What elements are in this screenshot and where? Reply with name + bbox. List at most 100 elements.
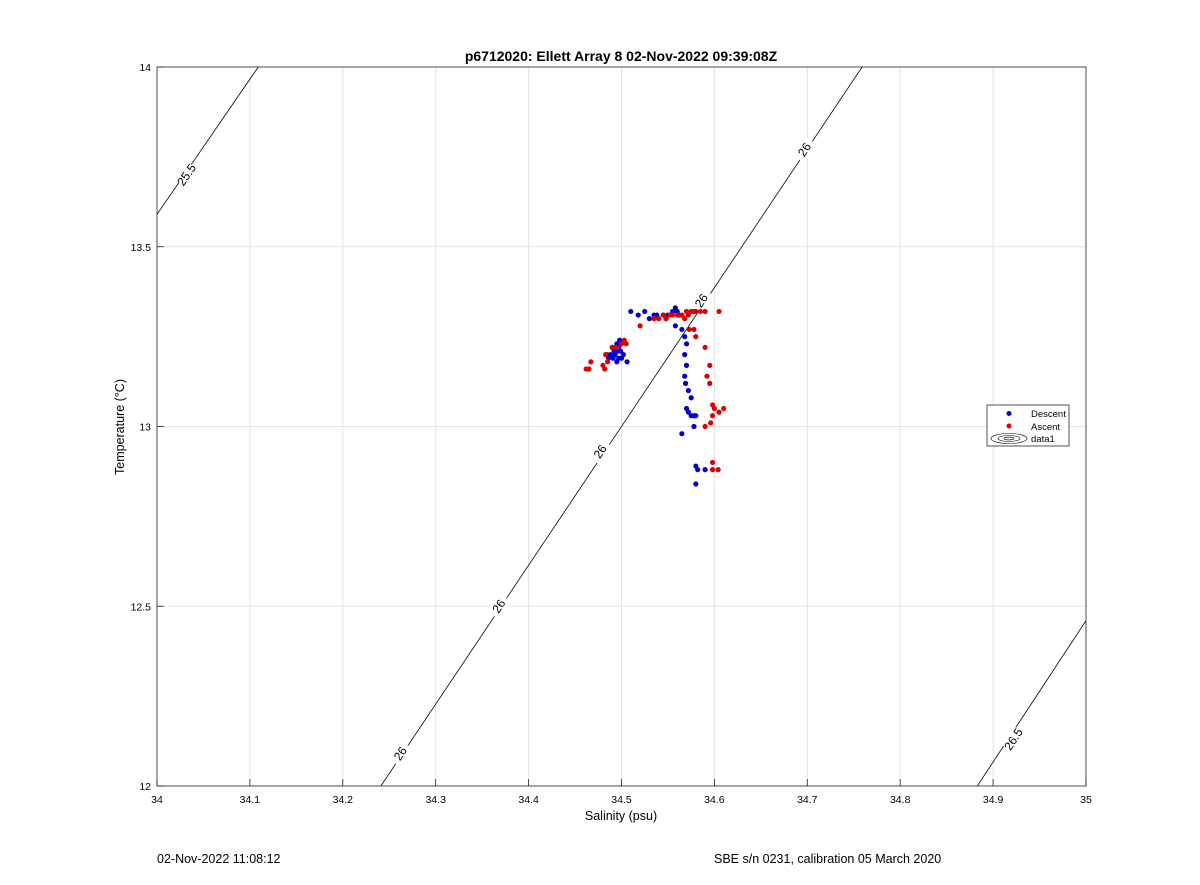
legend-label-data1: data1 (1031, 434, 1055, 445)
ascent-point (709, 467, 716, 473)
x-tick-label: 34.4 (518, 794, 539, 806)
descent-point (620, 352, 626, 358)
legend-marker-descent (1006, 411, 1012, 416)
ascent-point (623, 341, 629, 347)
contour-line (380, 67, 863, 786)
descent-point (695, 467, 701, 473)
ascent-point (682, 316, 688, 322)
x-tick-label: 34.7 (797, 794, 818, 806)
ascent-point (707, 362, 713, 368)
x-tick-label: 34 (151, 794, 163, 806)
descent-point (635, 312, 641, 318)
descent-point (683, 380, 689, 386)
descent-point (628, 308, 634, 315)
descent-point (624, 359, 630, 365)
ascent-point (679, 312, 685, 318)
ascent-point (716, 409, 722, 415)
descent-point (685, 387, 691, 394)
descent-point (682, 334, 688, 340)
legend-label-descent: Descent (1031, 409, 1066, 420)
legend: Descent Ascent data1 (986, 404, 1070, 447)
contour-line (157, 67, 259, 215)
descent-point (688, 395, 694, 401)
descent-point (672, 323, 678, 329)
ascent-point (693, 334, 699, 340)
ascent-point (674, 312, 680, 318)
descent-point (679, 326, 685, 333)
legend-marker-ascent (1006, 423, 1012, 429)
footer-timestamp: 02-Nov-2022 11:08:12 (157, 852, 281, 866)
ascent-point (588, 359, 594, 365)
ascent-point (709, 459, 716, 466)
ascent-point (685, 312, 691, 318)
ascent-point (702, 308, 708, 315)
x-tick-label: 34.9 (983, 794, 1004, 806)
x-tick-label: 34.3 (425, 794, 446, 806)
ascent-point (711, 405, 718, 412)
ascent-point (704, 373, 710, 379)
ascent-point (697, 308, 704, 315)
legend-box (986, 404, 1070, 447)
descent-point (685, 409, 691, 415)
descent-point (669, 308, 676, 315)
ascent-point (656, 316, 662, 322)
x-tick-label: 34.1 (240, 794, 261, 806)
ascent-point (604, 359, 611, 365)
ascent-point (716, 308, 722, 315)
x-tick-label: 34.5 (611, 794, 632, 806)
ascent-point (721, 405, 727, 412)
x-tick-label: 34.8 (890, 794, 911, 806)
ascent-point (708, 420, 714, 426)
ascent-point (707, 380, 713, 386)
descent-point (679, 431, 685, 437)
ascent-point (669, 312, 676, 318)
descent-point (646, 316, 652, 322)
ascent-point (686, 326, 692, 333)
legend-contour-icon (990, 433, 1028, 444)
contour-label-bg (388, 740, 413, 767)
descent-point (693, 481, 699, 487)
ascent-point (691, 326, 697, 333)
ascent-point (715, 467, 721, 473)
descent-point (683, 362, 690, 368)
ascent-point (663, 316, 669, 322)
contour-label-bg (689, 287, 714, 314)
chart-title: p6712020: Ellett Array 8 02-Nov-2022 09:… (465, 48, 778, 64)
ascent-point (603, 352, 609, 358)
ascent-point (702, 344, 708, 351)
descent-point (693, 413, 699, 419)
y-tick-label: 12 (139, 781, 151, 793)
descent-point (702, 467, 708, 473)
x-tick-label: 34.6 (704, 794, 725, 806)
contour-label-bg (588, 438, 613, 465)
x-tick-label: 35 (1080, 794, 1092, 806)
ascent-point (609, 344, 615, 351)
descent-point (688, 413, 694, 419)
ascent-point (651, 316, 657, 322)
ascent-point (618, 341, 625, 347)
y-tick-label: 13.5 (131, 242, 152, 254)
contour-label-bg (1001, 726, 1026, 753)
y-tick-label: 13 (139, 422, 151, 434)
ascent-point (709, 413, 716, 419)
ascent-point (602, 366, 608, 372)
descent-point (642, 308, 648, 315)
x-tick-label: 34.2 (333, 794, 354, 806)
ascent-point (702, 423, 708, 430)
descent-point (683, 341, 690, 347)
contour-label-bg (792, 136, 817, 163)
density-contour-26.5: 26.5 (976, 620, 1086, 786)
ascent-point (637, 323, 643, 329)
ascent-point (586, 366, 592, 372)
contour-label-bg (174, 161, 199, 188)
descent-point (610, 355, 616, 361)
ascent-point (660, 312, 666, 318)
contour-label-bg (486, 593, 511, 620)
ascent-point (693, 308, 699, 315)
y-tick-label: 14 (139, 62, 151, 74)
descent-point (617, 348, 624, 354)
legend-label-ascent: Ascent (1031, 422, 1060, 433)
descent-point (614, 359, 620, 365)
